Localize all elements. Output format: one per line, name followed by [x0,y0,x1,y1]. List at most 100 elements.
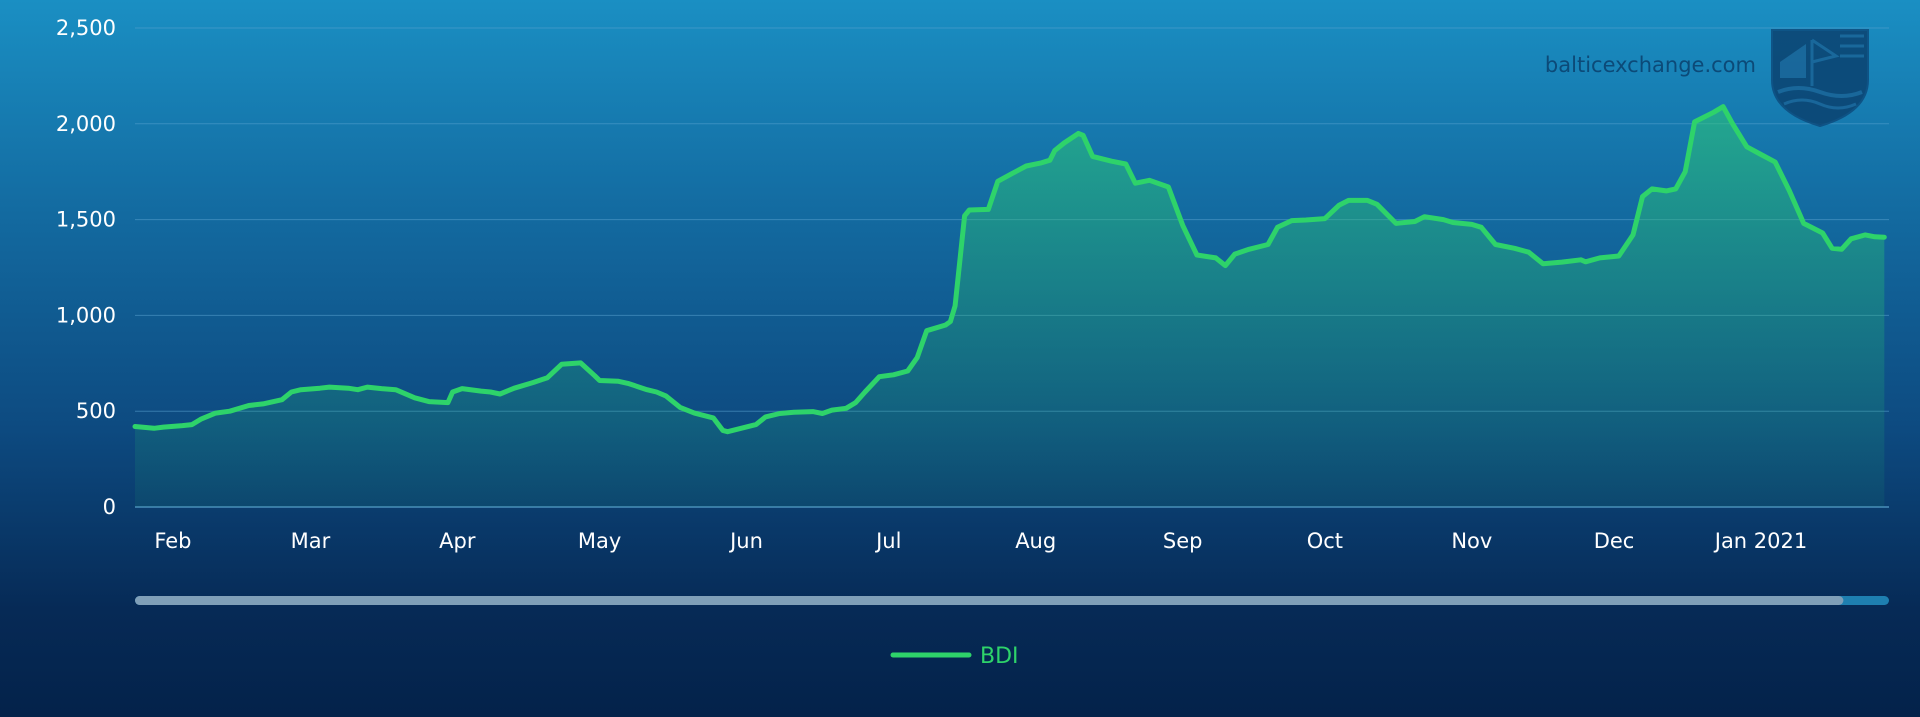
bdi-data-point[interactable] [1882,235,1886,239]
bdi-data-point[interactable] [190,423,194,427]
bdi-data-point[interactable] [1276,225,1280,229]
bdi-data-point[interactable] [180,424,184,428]
bdi-data-point[interactable] [327,385,331,389]
bdi-data-point[interactable] [427,400,431,404]
bdi-data-point[interactable] [1787,189,1791,193]
bdi-data-point[interactable] [745,425,749,429]
bdi-data-point[interactable] [1693,120,1697,124]
bdi-data-point[interactable] [1413,220,1417,224]
bdi-data-point[interactable] [1451,221,1455,225]
bdi-data-point[interactable] [560,362,564,366]
bdi-data-point[interactable] [1166,185,1170,189]
bdi-data-point[interactable] [1759,153,1763,157]
bdi-data-point[interactable] [1470,222,1474,226]
bdi-data-point[interactable] [645,388,649,392]
bdi-data-point[interactable] [996,179,1000,183]
bdi-data-point[interactable] [1560,260,1564,264]
bdi-data-point[interactable] [1366,198,1370,202]
bdi-data-point[interactable] [1598,256,1602,260]
bdi-data-point[interactable] [1441,218,1445,222]
bdi-data-point[interactable] [289,390,293,394]
bdi-data-point[interactable] [593,374,597,378]
bdi-data-point[interactable] [721,428,725,432]
bdi-data-point[interactable] [1233,252,1237,256]
bdi-data-point[interactable] [1664,189,1668,193]
bdi-data-point[interactable] [1513,246,1517,250]
bdi-data-point[interactable] [1422,215,1426,219]
bdi-data-point[interactable] [726,430,730,434]
bdi-data-point[interactable] [953,304,957,308]
bdi-data-point[interactable] [1062,141,1066,145]
bdi-data-point[interactable] [1863,233,1867,237]
bdi-data-point[interactable] [906,369,910,373]
bdi-data-point[interactable] [1148,178,1152,182]
chart-legend[interactable]: BDI [890,644,1019,669]
bdi-data-point[interactable] [915,356,919,360]
bdi-data-point[interactable] [967,208,971,212]
legend-label-bdi[interactable]: BDI [980,644,1019,669]
bdi-data-point[interactable] [1683,170,1687,174]
bdi-data-point[interactable] [460,387,464,391]
bdi-data-point[interactable] [792,410,796,414]
bdi-data-point[interactable] [1731,122,1735,126]
bdi-data-point[interactable] [545,376,549,380]
bdi-data-point[interactable] [1304,218,1308,222]
bdi-data-point[interactable] [692,411,696,415]
bdi-data-point[interactable] [1394,221,1398,225]
bdi-data-point[interactable] [1541,262,1545,266]
bdi-data-point[interactable] [1579,258,1583,262]
bdi-data-point[interactable] [531,381,535,385]
bdi-data-point[interactable] [626,381,630,385]
bdi-data-point[interactable] [1195,253,1199,257]
bdi-data-point[interactable] [711,416,715,420]
bdi-data-point[interactable] [512,386,516,390]
bdi-data-point[interactable] [1375,202,1379,206]
bdi-data-point[interactable] [1479,225,1483,229]
bdi-data-point[interactable] [152,426,156,430]
bdi-data-point[interactable] [579,361,583,365]
bdi-data-point[interactable] [356,388,360,392]
bdi-data-point[interactable] [830,408,834,412]
bdi-data-point[interactable] [280,398,284,402]
bdi-data-point[interactable] [778,412,782,416]
bdi-data-point[interactable] [1076,131,1080,135]
bdi-data-point[interactable] [1873,235,1877,239]
bdi-data-point[interactable] [678,405,682,409]
bdi-data-point[interactable] [892,373,896,377]
bdi-data-point[interactable] [365,385,369,389]
bdi-data-point[interactable] [1214,256,1218,260]
bdi-data-point[interactable] [1347,198,1351,202]
bdi-data-point[interactable] [811,410,815,414]
bdi-data-point[interactable] [963,214,967,218]
bdi-data-point[interactable] [1650,187,1654,191]
bdi-data-point[interactable] [655,390,659,394]
bdi-data-point[interactable] [1024,164,1028,168]
bdi-data-point[interactable] [1223,264,1227,268]
bdi-data-point[interactable] [133,425,137,429]
bdi-data-point[interactable] [1712,110,1716,114]
range-scrollbar[interactable] [135,596,1889,605]
bdi-data-point[interactable] [1110,159,1114,163]
bdi-data-point[interactable] [1802,221,1806,225]
bdi-data-point[interactable] [1674,187,1678,191]
bdi-data-point[interactable] [451,390,455,394]
bdi-data-point[interactable] [986,207,990,211]
bdi-data-point[interactable] [1631,233,1635,237]
bdi-data-point[interactable] [1323,217,1327,221]
scrollbar-thumb[interactable] [135,596,1844,605]
bdi-data-point[interactable] [1721,105,1725,109]
bdi-data-point[interactable] [1053,149,1057,153]
bdi-data-point[interactable] [1091,154,1095,158]
bdi-data-point[interactable] [1527,250,1531,254]
bdi-data-point[interactable] [1266,243,1270,247]
bdi-data-point[interactable] [228,409,232,413]
bdi-data-point[interactable] [854,401,858,405]
bdi-data-point[interactable] [1247,247,1251,251]
bdi-data-point[interactable] [1641,195,1645,199]
bdi-data-point[interactable] [247,404,251,408]
bdi-data-point[interactable] [1290,219,1294,223]
bdi-data-point[interactable] [489,390,493,394]
bdi-data-point[interactable] [1081,133,1085,137]
bdi-data-point[interactable] [1745,145,1749,149]
bdi-data-point[interactable] [299,388,303,392]
